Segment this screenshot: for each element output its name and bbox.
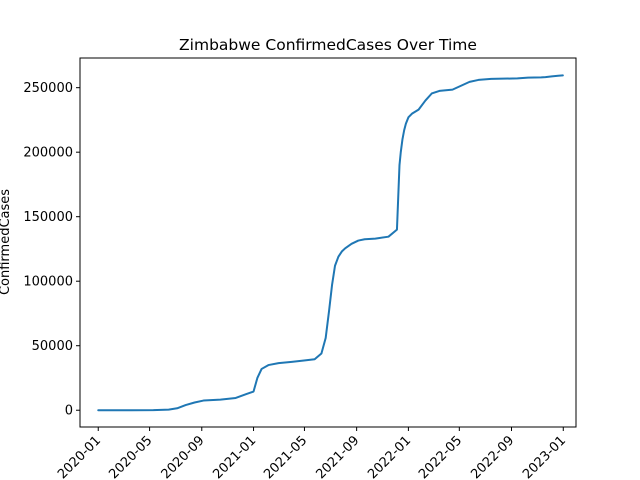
x-tick-label: 2021-09 [313,433,362,480]
x-tick-label: 2020-01 [55,433,104,480]
x-tick-label: 2023-01 [520,433,569,480]
y-tick-label: 50000 [32,339,73,354]
x-tick-label: 2021-05 [261,433,310,480]
x-tick-label: 2020-05 [106,433,155,480]
y-tick-label: 0 [65,404,73,419]
x-axis: 2020-01 2020-05 2020-09 2021-01 2021-05 2021-… [55,427,569,480]
plot-frame [79,57,577,428]
y-tick-label: 100000 [23,275,73,290]
series-layer [97,74,564,412]
chart-title: Zimbabwe ConfirmedCases Over Time [179,36,477,54]
y-tick-label: 250000 [23,81,73,96]
x-tick-label: 2022-09 [468,433,517,480]
x-tick-label: 2022-05 [416,433,465,480]
x-tick-label: 2021-01 [210,433,259,480]
x-tick-label: 2022-01 [365,433,414,480]
y-axis: 0 50000 100000 150000 200000 250000 [23,81,80,419]
y-axis-label: ConfirmedCases [0,189,13,295]
y-tick-label: 200000 [23,146,73,161]
series-line [97,74,564,412]
y-tick-label: 150000 [23,210,73,225]
x-tick-label: 2020-09 [159,433,208,480]
